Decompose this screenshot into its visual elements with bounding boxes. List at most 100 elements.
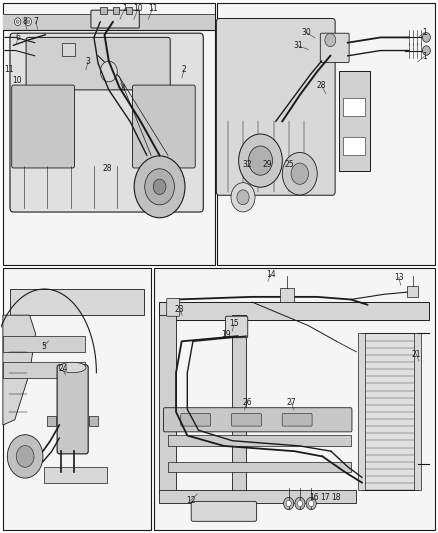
- Bar: [113, 7, 119, 14]
- Bar: [62, 43, 75, 56]
- Bar: [280, 288, 294, 302]
- Text: 19: 19: [221, 330, 231, 339]
- Bar: [159, 302, 430, 320]
- Circle shape: [286, 500, 291, 506]
- FancyBboxPatch shape: [10, 33, 203, 212]
- Text: 10: 10: [134, 4, 143, 13]
- FancyBboxPatch shape: [232, 414, 261, 426]
- Circle shape: [423, 46, 430, 55]
- Text: 25: 25: [284, 160, 293, 169]
- Circle shape: [16, 446, 34, 467]
- Text: 1: 1: [122, 4, 127, 13]
- Bar: [3, 14, 215, 29]
- Bar: [159, 315, 176, 493]
- Bar: [47, 416, 57, 426]
- FancyBboxPatch shape: [226, 316, 248, 338]
- FancyBboxPatch shape: [320, 33, 349, 62]
- Text: 11: 11: [148, 4, 157, 13]
- FancyBboxPatch shape: [57, 365, 88, 454]
- Text: 10: 10: [12, 76, 22, 85]
- Bar: [159, 490, 356, 504]
- Text: 23: 23: [175, 304, 184, 313]
- Circle shape: [27, 20, 30, 23]
- Text: 27: 27: [286, 398, 296, 407]
- Bar: [362, 334, 418, 490]
- Circle shape: [14, 18, 21, 26]
- Circle shape: [284, 497, 294, 510]
- Text: 30: 30: [301, 28, 311, 37]
- FancyBboxPatch shape: [167, 298, 180, 316]
- Bar: [11, 289, 144, 315]
- Text: 28: 28: [317, 81, 326, 90]
- Bar: [414, 334, 421, 490]
- Circle shape: [16, 20, 19, 23]
- Bar: [233, 315, 247, 493]
- Circle shape: [25, 18, 32, 26]
- Bar: [407, 286, 418, 297]
- FancyBboxPatch shape: [12, 85, 74, 168]
- Circle shape: [248, 146, 272, 175]
- Text: 28: 28: [103, 164, 113, 173]
- Text: 1: 1: [422, 52, 427, 61]
- Circle shape: [423, 33, 430, 42]
- Ellipse shape: [59, 362, 86, 373]
- Circle shape: [295, 497, 305, 510]
- FancyBboxPatch shape: [216, 19, 335, 195]
- Bar: [358, 334, 365, 490]
- Text: 32: 32: [243, 160, 252, 169]
- Bar: [339, 71, 370, 171]
- Text: 17: 17: [320, 493, 329, 502]
- Bar: [343, 137, 365, 155]
- Bar: [168, 462, 351, 472]
- Bar: [217, 3, 435, 265]
- FancyBboxPatch shape: [181, 414, 211, 426]
- FancyBboxPatch shape: [26, 37, 170, 90]
- Text: 8: 8: [22, 18, 27, 27]
- Bar: [343, 98, 365, 116]
- Text: 14: 14: [266, 270, 276, 279]
- Text: 24: 24: [58, 364, 68, 373]
- FancyBboxPatch shape: [282, 414, 312, 426]
- Bar: [126, 7, 132, 14]
- Circle shape: [153, 179, 166, 195]
- Text: 16: 16: [309, 493, 319, 502]
- Circle shape: [239, 134, 283, 187]
- Bar: [3, 3, 215, 265]
- Text: 21: 21: [412, 350, 421, 359]
- Text: 5: 5: [41, 342, 46, 351]
- FancyBboxPatch shape: [132, 85, 195, 168]
- Circle shape: [7, 435, 43, 478]
- Circle shape: [134, 156, 185, 218]
- Bar: [3, 362, 85, 378]
- Circle shape: [297, 500, 303, 506]
- Text: 11: 11: [4, 66, 13, 74]
- Circle shape: [283, 152, 317, 195]
- Text: 6: 6: [16, 34, 21, 43]
- Circle shape: [231, 183, 255, 212]
- FancyBboxPatch shape: [91, 10, 139, 28]
- Text: 13: 13: [394, 273, 404, 281]
- Text: 31: 31: [293, 42, 303, 51]
- Circle shape: [145, 169, 174, 205]
- Bar: [3, 336, 85, 352]
- Circle shape: [100, 61, 117, 82]
- Circle shape: [309, 500, 314, 506]
- Text: 15: 15: [230, 319, 239, 328]
- Text: 2: 2: [182, 66, 187, 74]
- Circle shape: [306, 497, 316, 510]
- Text: 26: 26: [243, 398, 252, 407]
- Circle shape: [237, 190, 249, 205]
- Circle shape: [325, 34, 336, 47]
- Bar: [153, 268, 435, 530]
- Text: 7: 7: [33, 18, 38, 27]
- Bar: [89, 416, 98, 426]
- Text: 3: 3: [85, 58, 91, 66]
- FancyBboxPatch shape: [191, 502, 257, 521]
- Text: 12: 12: [186, 496, 195, 505]
- Bar: [44, 467, 107, 482]
- Bar: [3, 268, 151, 530]
- Bar: [100, 7, 106, 14]
- Circle shape: [291, 163, 308, 184]
- Text: 29: 29: [262, 160, 272, 169]
- Text: 1: 1: [422, 28, 427, 37]
